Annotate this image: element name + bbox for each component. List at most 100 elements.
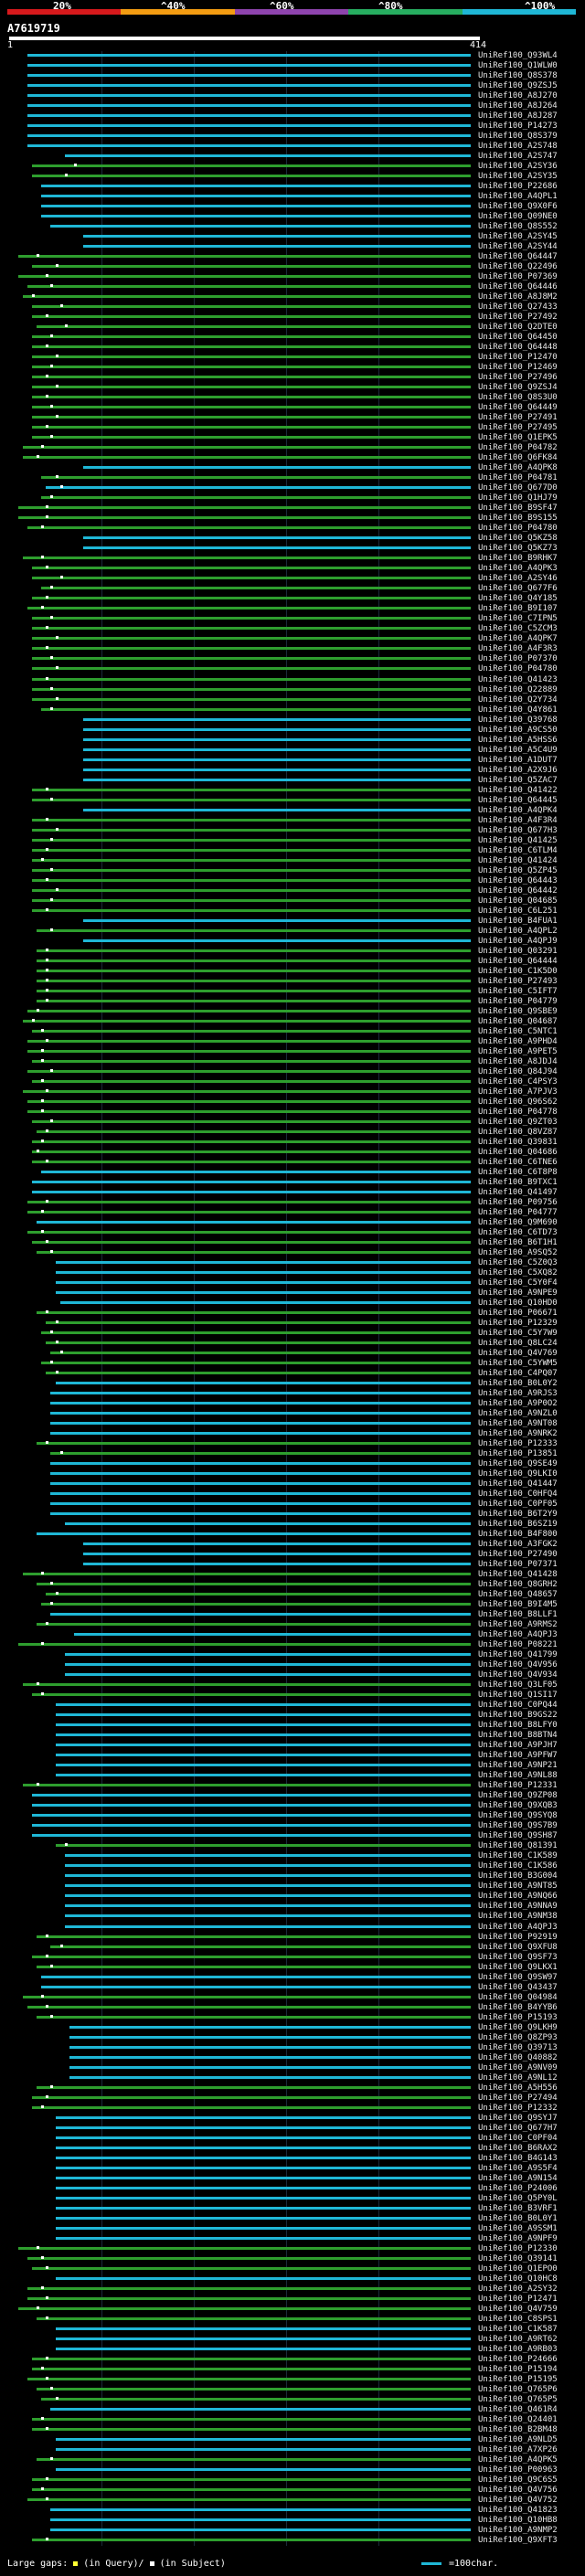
hit-label[interactable]: UniRef100_C7IPN5 (478, 614, 558, 624)
hit-row[interactable]: UniRef100_P12471 (0, 2295, 585, 2304)
hit-alignment-bar[interactable] (27, 114, 471, 118)
hit-label[interactable]: UniRef100_A9SQ52 (478, 1247, 558, 1257)
hit-label[interactable]: UniRef100_P12333 (478, 1439, 558, 1449)
hit-label[interactable]: UniRef100_A9NV09 (478, 2062, 558, 2072)
hit-row[interactable]: UniRef100_A7PJV3 (0, 1087, 585, 1097)
hit-label[interactable]: UniRef100_Q81391 (478, 1841, 558, 1851)
hit-row[interactable]: UniRef100_C4PQ07 (0, 1369, 585, 1378)
hit-row[interactable]: UniRef100_Q6FK84 (0, 453, 585, 462)
hit-alignment-bar[interactable] (32, 305, 471, 309)
hit-row[interactable]: UniRef100_B8LFY0 (0, 1721, 585, 1730)
hit-alignment-bar[interactable] (32, 788, 471, 791)
hit-alignment-bar[interactable] (69, 2045, 471, 2049)
hit-alignment-bar[interactable] (37, 2085, 471, 2089)
hit-alignment-bar[interactable] (32, 315, 471, 319)
hit-row[interactable]: UniRef100_A8J270 (0, 91, 585, 101)
hit-label[interactable]: UniRef100_C4PQ07 (478, 1369, 558, 1379)
hit-label[interactable]: UniRef100_C6T8P8 (478, 1167, 558, 1177)
hit-row[interactable]: UniRef100_Q93WL4 (0, 51, 585, 60)
hit-alignment-bar[interactable] (50, 1412, 471, 1415)
hit-label[interactable]: UniRef100_Q22496 (478, 262, 558, 272)
hit-row[interactable]: UniRef100_Q41428 (0, 1570, 585, 1579)
hit-alignment-bar[interactable] (27, 1009, 471, 1012)
hit-label[interactable]: UniRef100_A8JDJ4 (478, 1056, 558, 1066)
hit-label[interactable]: UniRef100_C1K586 (478, 1861, 558, 1871)
hit-label[interactable]: UniRef100_Q9S7B9 (478, 1821, 558, 1831)
hit-alignment-bar[interactable] (37, 928, 471, 932)
hit-row[interactable]: UniRef100_Q39768 (0, 716, 585, 725)
hit-row[interactable]: UniRef100_P12333 (0, 1439, 585, 1448)
hit-alignment-bar[interactable] (32, 687, 471, 691)
hit-label[interactable]: UniRef100_B3VRF1 (478, 2203, 558, 2213)
hit-label[interactable]: UniRef100_P92919 (478, 1932, 558, 1942)
hit-label[interactable]: UniRef100_Q64444 (478, 956, 558, 966)
hit-alignment-bar[interactable] (64, 1884, 471, 1888)
hit-label[interactable]: UniRef100_Q84J94 (478, 1066, 558, 1076)
hit-alignment-bar[interactable] (32, 858, 471, 862)
hit-label[interactable]: UniRef100_A7XP26 (478, 2444, 558, 2454)
hit-alignment-bar[interactable] (32, 908, 471, 912)
hit-row[interactable]: UniRef100_A9NRK2 (0, 1429, 585, 1438)
hit-row[interactable]: UniRef100_Q04686 (0, 1148, 585, 1157)
hit-row[interactable]: UniRef100_Q677F6 (0, 584, 585, 593)
hit-label[interactable]: UniRef100_P04780 (478, 664, 558, 674)
hit-row[interactable]: UniRef100_Q04687 (0, 1017, 585, 1026)
hit-alignment-bar[interactable] (82, 737, 471, 741)
hit-alignment-bar[interactable] (27, 2005, 471, 2009)
hit-row[interactable]: UniRef100_Q41447 (0, 1479, 585, 1489)
hit-alignment-bar[interactable] (64, 1653, 471, 1657)
hit-label[interactable]: UniRef100_Q3LF05 (478, 1680, 558, 1691)
hit-row[interactable]: UniRef100_A9NL12 (0, 2073, 585, 2083)
hit-alignment-bar[interactable] (37, 1965, 471, 1968)
hit-alignment-bar[interactable] (55, 2146, 471, 2149)
hit-label[interactable]: UniRef100_A9N154 (478, 2173, 558, 2183)
hit-row[interactable]: UniRef100_A2SY46 (0, 574, 585, 583)
hit-alignment-bar[interactable] (55, 2196, 471, 2200)
hit-alignment-bar[interactable] (82, 747, 471, 751)
hit-alignment-bar[interactable] (46, 1341, 471, 1345)
hit-row[interactable]: UniRef100_A8J264 (0, 101, 585, 111)
hit-row[interactable]: UniRef100_P27491 (0, 413, 585, 422)
hit-label[interactable]: UniRef100_P00963 (478, 2465, 558, 2475)
hit-row[interactable]: UniRef100_A9SQ52 (0, 1248, 585, 1257)
hit-row[interactable]: UniRef100_Q41823 (0, 2506, 585, 2515)
hit-row[interactable]: UniRef100_P14273 (0, 122, 585, 131)
hit-label[interactable]: UniRef100_B6RAX2 (478, 2143, 558, 2153)
hit-alignment-bar[interactable] (23, 557, 471, 560)
hit-alignment-bar[interactable] (37, 1250, 471, 1254)
hit-alignment-bar[interactable] (32, 677, 471, 681)
hit-alignment-bar[interactable] (27, 1049, 471, 1053)
hit-alignment-bar[interactable] (23, 1573, 471, 1576)
hit-row[interactable]: UniRef100_A4QPL2 (0, 927, 585, 936)
hit-alignment-bar[interactable] (55, 2186, 471, 2189)
hit-label[interactable]: UniRef100_B6T1H1 (478, 1237, 558, 1247)
hit-alignment-bar[interactable] (50, 1492, 471, 1496)
hit-label[interactable]: UniRef100_Q64445 (478, 795, 558, 805)
hit-label[interactable]: UniRef100_Q9SYQ8 (478, 1811, 558, 1821)
hit-alignment-bar[interactable] (69, 2075, 471, 2079)
hit-row[interactable]: UniRef100_Q64444 (0, 957, 585, 966)
hit-row[interactable]: UniRef100_A3FGK2 (0, 1540, 585, 1549)
hit-alignment-bar[interactable] (32, 637, 471, 641)
hit-label[interactable]: UniRef100_P12331 (478, 1781, 558, 1791)
hit-row[interactable]: UniRef100_P04779 (0, 997, 585, 1006)
hit-label[interactable]: UniRef100_Q4V769 (478, 1349, 558, 1359)
hit-alignment-bar[interactable] (37, 1532, 471, 1536)
hit-label[interactable]: UniRef100_Q8GRH2 (478, 1580, 558, 1590)
hit-row[interactable]: UniRef100_C5YWM5 (0, 1359, 585, 1368)
hit-label[interactable]: UniRef100_Q765P5 (478, 2394, 558, 2404)
hit-row[interactable]: UniRef100_A8JDJ4 (0, 1057, 585, 1066)
hit-alignment-bar[interactable] (55, 2447, 471, 2451)
hit-label[interactable]: UniRef100_A9SSM1 (478, 2223, 558, 2233)
hit-label[interactable]: UniRef100_P12471 (478, 2294, 558, 2304)
hit-label[interactable]: UniRef100_Q9ZP08 (478, 1791, 558, 1801)
hit-label[interactable]: UniRef100_B0L0Y1 (478, 2213, 558, 2223)
hit-label[interactable]: UniRef100_Q41497 (478, 1187, 558, 1197)
hit-alignment-bar[interactable] (55, 1723, 471, 1727)
hit-alignment-bar[interactable] (27, 74, 471, 78)
hit-label[interactable]: UniRef100_Q9SH87 (478, 1831, 558, 1841)
hit-label[interactable]: UniRef100_P08221 (478, 1640, 558, 1650)
hit-alignment-bar[interactable] (69, 2035, 471, 2039)
hit-row[interactable]: UniRef100_A4QPK5 (0, 2455, 585, 2465)
hit-alignment-bar[interactable] (41, 1170, 471, 1173)
